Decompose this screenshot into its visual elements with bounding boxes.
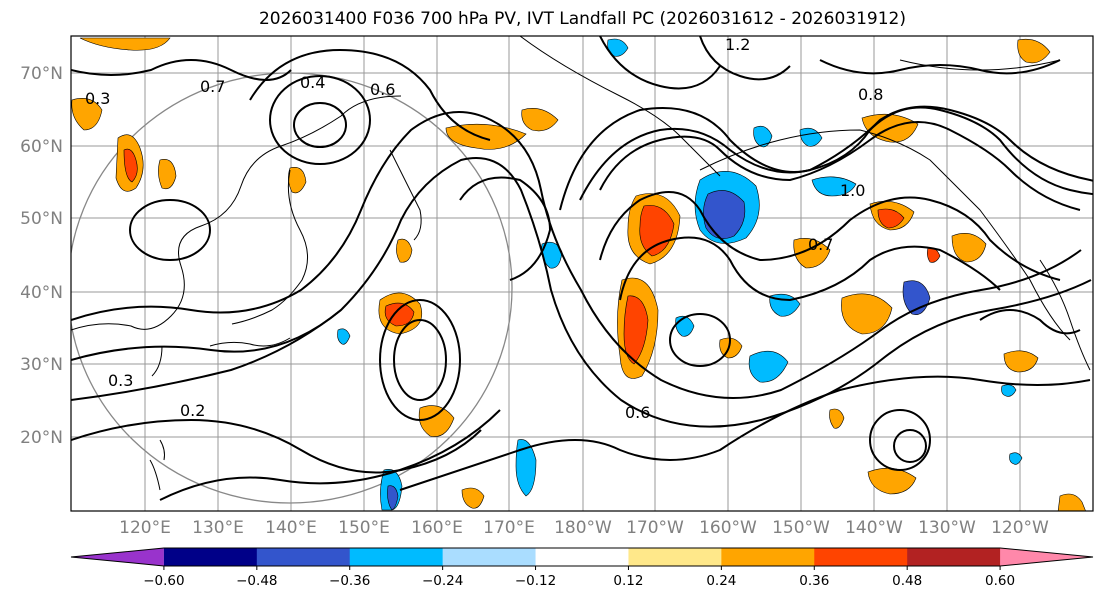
pv-contours: [71, 36, 1093, 501]
colorbar-ticks: −0.60 −0.48 −0.36 −0.24 −0.12 0.12 0.24 0.36 0.4…: [143, 566, 1015, 589]
latitude-labels: 70°N 60°N 50°N 40°N 30°N 20°N: [20, 64, 63, 448]
colorbar-tick-label: −0.60: [143, 573, 184, 589]
colorbar-segment: [256, 548, 351, 566]
colorbar-tick-label: −0.36: [329, 573, 370, 589]
distance-ring: [71, 72, 513, 504]
contour-label: 0.7: [200, 77, 225, 96]
colorbar-tick-label: −0.12: [515, 573, 556, 589]
contour-label: 0.7: [808, 235, 833, 254]
contour-label: 0.3: [108, 371, 133, 390]
lon-label: 150°W: [772, 518, 830, 538]
colorbar-segment: [349, 548, 444, 566]
colorbar-segment: [721, 548, 815, 566]
contour-label: 0.3: [85, 89, 110, 108]
contour-label: 0.8: [858, 85, 883, 104]
map-background: [71, 36, 1093, 511]
colorbar-segment: [163, 548, 258, 566]
colorbar-segment: [535, 548, 629, 566]
lon-label: 130°E: [192, 518, 244, 538]
lon-label: 160°W: [699, 518, 757, 538]
colorbar-segment: [628, 548, 722, 566]
lon-label: 170°W: [626, 518, 684, 538]
colorbar-tick-label: 0.48: [892, 573, 922, 589]
pv-fill-positive: [71, 37, 1086, 511]
contour-labels: 0.3 0.4 0.6 0.7 0.8 1.0 1.2 0.2 0.3 0.6 …: [85, 35, 883, 422]
contour-label: 1.0: [840, 181, 865, 200]
colorbar-segment: [907, 548, 1001, 566]
contour-label: 0.4: [300, 73, 325, 92]
colorbar-tick-label: 0.12: [613, 573, 643, 589]
colorbar-extend-high: [1000, 548, 1093, 566]
lat-label: 50°N: [20, 209, 63, 229]
coastlines: [71, 36, 1091, 491]
plot-title: 2026031400 F036 700 hPa PV, IVT Landfall…: [258, 9, 906, 29]
lat-label: 40°N: [20, 283, 63, 303]
lon-label: 160°E: [411, 518, 463, 538]
lon-label: 140°W: [845, 518, 903, 538]
colorbar: [70, 547, 1094, 567]
contour-label: 0.2: [180, 401, 205, 420]
colorbar-tick-label: 0.24: [706, 573, 736, 589]
contour-label: 1.2: [725, 35, 750, 54]
lat-label: 70°N: [20, 64, 63, 84]
contour-label: 0.6: [370, 80, 395, 99]
lat-label: 60°N: [20, 137, 63, 157]
colorbar-tick-label: 0.60: [985, 573, 1015, 589]
lon-label: 180°W: [554, 518, 612, 538]
colorbar-tick-label: −0.24: [422, 573, 463, 589]
map-content: 0.3 0.4 0.6 0.7 0.8 1.0 1.2 0.2 0.3 0.6 …: [71, 35, 1093, 511]
lon-label: 150°E: [338, 518, 390, 538]
lon-label: 140°E: [265, 518, 317, 538]
contour-label: 0.6: [625, 403, 650, 422]
lat-label: 20°N: [20, 428, 63, 448]
lat-label: 30°N: [20, 355, 63, 375]
lon-label: 120°W: [991, 518, 1049, 538]
map-frame: [70, 35, 1094, 512]
graticule: [71, 36, 1093, 511]
colorbar-segment: [442, 548, 537, 566]
colorbar-segment: [814, 548, 908, 566]
lon-label: 120°E: [119, 518, 171, 538]
colorbar-tick-label: 0.36: [799, 573, 829, 589]
colorbar-extend-low: [71, 548, 164, 566]
longitude-labels: 120°E 130°E 140°E 150°E 160°E 170°E 180°W 170°W…: [119, 518, 1049, 538]
lon-label: 170°E: [483, 518, 535, 538]
colorbar-tick-label: −0.48: [236, 573, 277, 589]
lon-label: 130°W: [918, 518, 976, 538]
